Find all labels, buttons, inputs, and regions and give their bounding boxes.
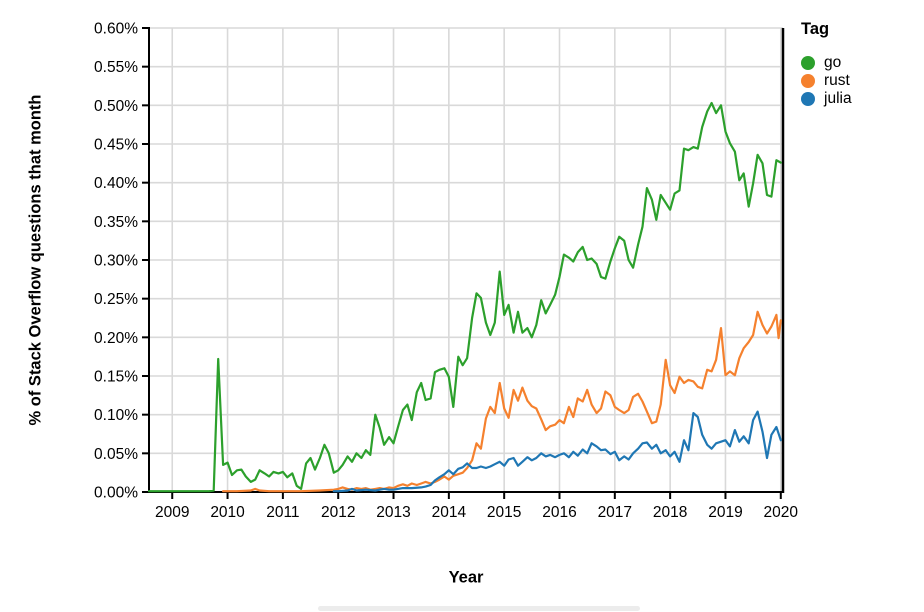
x-tick-label: 2012 [321,504,355,521]
y-tick-label: 0.10% [94,407,138,424]
x-tick-label: 2019 [708,504,742,521]
y-tick-label: 0.05% [94,446,138,463]
y-tick-label: 0.40% [94,175,138,192]
x-tick-label: 2018 [653,504,687,521]
y-tick-label: 0.25% [94,291,138,308]
y-axis-title: % of Stack Overflow questions that month [26,94,45,426]
legend-item-go: go [801,54,921,72]
legend-title: Tag [801,20,830,38]
y-tick-label: 0.45% [94,137,138,154]
x-tick-label: 2010 [210,504,245,521]
legend-label-go: go [824,54,842,71]
x-tick-label: 2020 [764,504,799,521]
y-tick-label: 0.55% [94,59,138,76]
scrollbar-thumb[interactable] [318,606,640,611]
x-tick-label: 2013 [376,504,410,521]
legend-item-julia: julia [801,90,921,108]
x-tick-label: 2015 [487,504,521,521]
y-tick-label: 0.15% [94,369,138,386]
x-tick-label: 2011 [266,504,299,521]
x-axis-title: Year [448,568,484,587]
rust-series-swatch-icon [801,74,815,88]
y-tick-label: 0.50% [94,98,138,115]
y-tick-label: 0.20% [94,330,138,347]
go-series-swatch-icon [801,56,815,70]
x-tick-label: 2014 [432,504,467,521]
y-tick-label: 0.00% [94,485,138,502]
y-tick-label: 0.60% [94,21,138,38]
series-line-rust [222,310,782,493]
julia-series-swatch-icon [801,92,815,106]
series-line-go [147,101,782,493]
series-line-julia [332,410,782,493]
x-tick-label: 2016 [542,504,576,521]
legend-label-julia: julia [824,90,852,107]
x-tick-label: 2017 [598,504,632,521]
legend-label-rust: rust [824,72,850,89]
y-tick-label: 0.30% [94,253,138,270]
legend-item-rust: rust [801,72,921,90]
legend: Tag go rust julia [801,20,921,108]
y-tick-label: 0.35% [94,214,138,231]
x-tick-label: 2009 [155,504,189,521]
